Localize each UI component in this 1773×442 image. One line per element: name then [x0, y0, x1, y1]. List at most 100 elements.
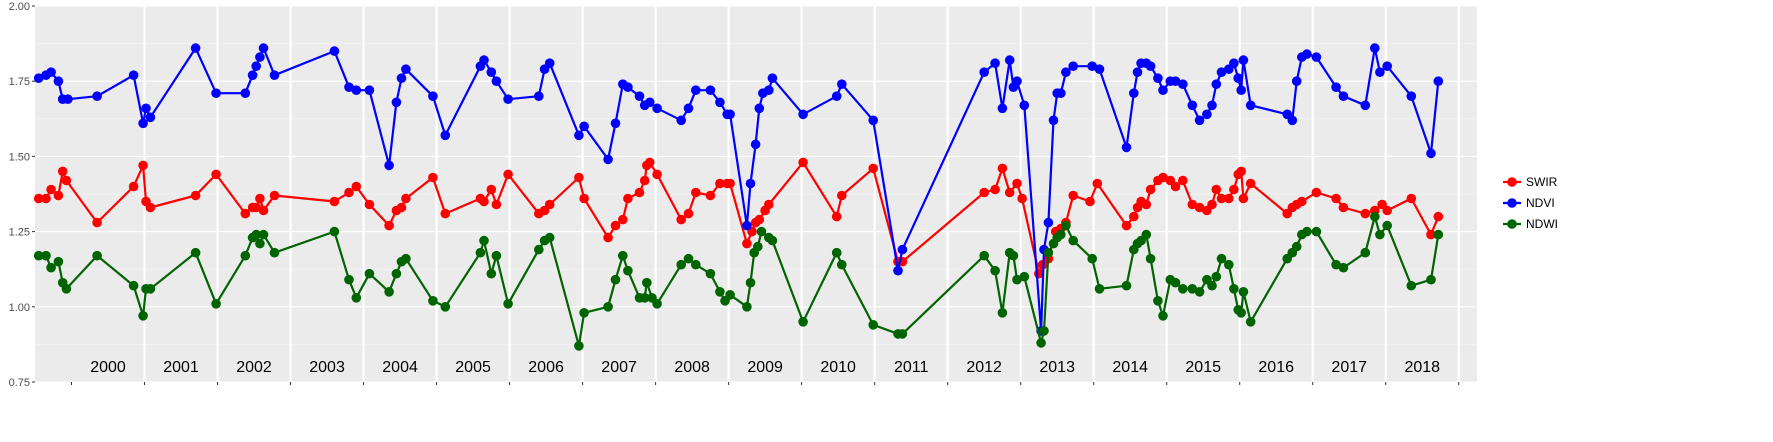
ndwi-point — [756, 226, 767, 237]
swir-point — [1207, 199, 1217, 210]
swir-point — [1224, 193, 1234, 204]
ndvi-point — [269, 70, 280, 80]
ndvi-point — [1375, 67, 1385, 77]
ndwi-point — [1406, 280, 1417, 291]
ndvi-point — [745, 178, 756, 189]
ndwi-point — [798, 317, 808, 327]
ndvi-point — [1056, 88, 1066, 98]
swir-point — [1245, 178, 1256, 189]
swir-point — [1360, 208, 1371, 219]
swir-point — [1433, 211, 1444, 222]
ndvi-point — [1043, 217, 1054, 228]
ndwi-point — [1302, 226, 1312, 237]
swir-point — [1004, 187, 1015, 198]
ndvi-point — [428, 91, 438, 101]
ndwi-point — [1087, 253, 1097, 264]
swir-point — [329, 196, 340, 207]
swir-series — [33, 157, 1444, 279]
ndvi-point — [1153, 73, 1163, 83]
ndwi-point — [1187, 284, 1198, 294]
swir-point — [428, 172, 438, 183]
ndwi-point — [240, 250, 251, 261]
swir-point — [1297, 196, 1307, 207]
ndvi-point — [1087, 61, 1097, 71]
legend-key-point — [1507, 177, 1517, 187]
ndvi-point — [715, 97, 725, 108]
swir-point — [831, 211, 842, 222]
swir-point — [997, 163, 1008, 174]
y-tick-label: 1.50 — [9, 151, 30, 163]
ndwi-point — [990, 265, 1000, 276]
ndwi-point — [53, 256, 64, 267]
ndvi-point — [1207, 100, 1217, 111]
legend-item-ndwi: NDWI — [1503, 217, 1558, 231]
ndvi-point — [705, 85, 716, 95]
legend-label: SWIR — [1526, 175, 1558, 189]
legend-key-point — [1507, 219, 1517, 229]
ndvi-point — [1370, 43, 1380, 53]
ndwi-point — [1012, 274, 1022, 285]
y-tick-label: 1.25 — [9, 227, 30, 239]
swir-point — [479, 196, 489, 207]
ndwi-point — [251, 229, 261, 240]
ndwi-point — [1229, 284, 1239, 294]
year-label: 2009 — [747, 359, 783, 376]
ndvi-point — [1238, 55, 1249, 65]
ndwi-point — [753, 241, 763, 252]
ndwi-point — [1094, 284, 1105, 294]
ndwi-point — [831, 247, 842, 258]
ndwi-point — [1245, 317, 1256, 327]
ndvi-point — [92, 91, 102, 101]
ndwi-point — [691, 259, 701, 270]
ndwi-point — [1216, 253, 1227, 264]
legend-item-ndvi: NDVI — [1503, 196, 1555, 210]
ndwi-point — [33, 250, 44, 261]
ndvi-point — [1331, 82, 1341, 92]
ndvi-point — [1068, 61, 1078, 71]
ndvi-point — [767, 73, 778, 83]
swir-point — [579, 193, 589, 204]
ndvi-point — [574, 130, 584, 141]
year-label: 2010 — [820, 359, 856, 376]
swir-point — [1194, 202, 1205, 213]
swir-point — [623, 193, 633, 204]
ndwi-point — [725, 290, 735, 300]
ndvi-point — [831, 91, 842, 101]
ndwi-point — [92, 250, 102, 261]
ndvi-point — [1406, 91, 1417, 101]
ndwi-point — [479, 235, 489, 246]
ndvi-point — [1094, 64, 1105, 74]
ndwi-point — [1039, 326, 1049, 336]
swir-point — [544, 199, 555, 210]
ndvi-point — [1426, 148, 1436, 159]
ndvi-point — [1291, 76, 1302, 86]
ndwi-point — [715, 287, 725, 297]
ndvi-point — [990, 58, 1000, 68]
ndwi-point — [652, 299, 662, 309]
ndwi-point — [534, 244, 544, 255]
ndwi-point — [742, 302, 752, 312]
ndwi-point — [676, 259, 686, 270]
swir-point — [41, 193, 51, 204]
ndwi-point — [145, 284, 156, 294]
ndwi-point — [683, 253, 694, 264]
series-layer — [33, 43, 1444, 351]
ndvi-point — [750, 139, 761, 150]
ndvi-point — [603, 154, 613, 165]
y-axis: 0.75 1.00 1.25 1.50 1.75 2.00 — [9, 1, 35, 389]
ndwi-point — [1331, 259, 1341, 270]
swir-point — [351, 181, 362, 192]
swir-point — [440, 208, 451, 219]
ndvi-point — [868, 115, 878, 126]
ndwi-point — [837, 259, 847, 270]
ndvi-point — [1311, 52, 1322, 62]
swir-point — [1216, 193, 1227, 204]
ndwi-point — [1145, 253, 1156, 264]
y-tick-label: 1.00 — [9, 302, 30, 314]
swir-point — [503, 169, 513, 180]
swir-point — [255, 193, 265, 204]
ndvi-point — [1229, 58, 1239, 68]
ndvi-point — [1129, 88, 1139, 98]
ndwi-point — [603, 302, 613, 312]
swir-point — [1236, 166, 1246, 177]
